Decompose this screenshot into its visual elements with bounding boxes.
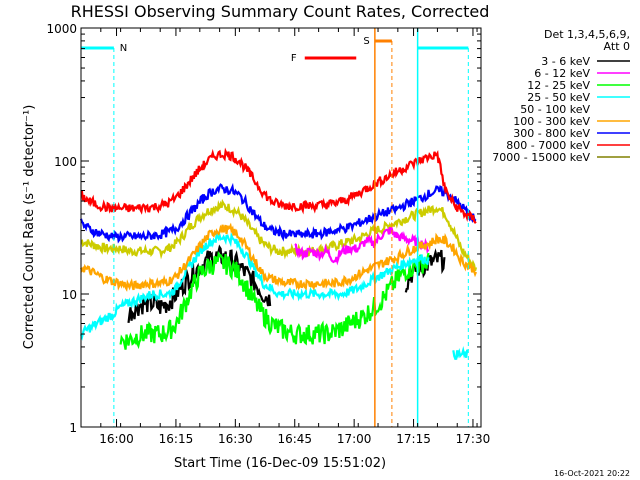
x-tick-label-3: 16:45 [277,432,312,446]
y-axis: 1 10 100 1000 [46,22,481,435]
legend-header-attenuator: Att 0 [604,40,630,53]
legend-label-5: 100 - 300 keV [513,115,590,128]
plot-frame [80,27,482,428]
legend-label-1: 6 - 12 keV [534,67,590,80]
x-axis-label: Start Time (16-Dec-09 15:51:02) [174,456,386,471]
x-axis: 16:00 16:15 16:30 16:45 17:00 17:15 17:30 [80,28,491,446]
series-line-5 [79,222,478,292]
y-tick-label-1: 10 [62,288,77,302]
annotation-markers: N F S [81,28,469,427]
legend-label-8: 7000 - 15000 keV [492,151,590,164]
annotation-label-N: N [120,43,127,54]
x-tick-label-0: 16:00 [99,432,134,446]
legend-label-3: 25 - 50 keV [527,91,590,104]
x-tick-label-6: 17:30 [456,432,491,446]
legend-label-7: 800 - 7000 keV [506,139,590,152]
legend-label-2: 12 - 25 keV [527,79,590,92]
legend-label-0: 3 - 6 keV [541,55,590,68]
legend-header-detectors: Det 1,3,4,5,6,9, [544,28,630,41]
y-tick-label-0: 1 [69,421,77,435]
annotation-label-F: F [291,53,297,64]
plot-area: N F S [79,28,478,427]
x-tick-label-2: 16:30 [218,432,253,446]
y-axis-label: Corrected Count Rate (s⁻¹ detector⁻¹) [22,105,37,350]
chart-title: RHESSI Observing Summary Count Rates, Co… [71,2,490,21]
x-tick-label-1: 16:15 [159,432,194,446]
legend-label-6: 300 - 800 keV [513,127,590,140]
series-line-1 [294,226,430,266]
y-tick-label-3: 1000 [46,22,77,36]
series-line-7 [80,147,477,225]
annotation-label-S: S [363,36,369,47]
series-line-2 [119,250,430,350]
x-tick-label-4: 17:00 [337,432,372,446]
generation-timestamp: 16-Oct-2021 20:22 [554,469,630,478]
legend-label-4: 50 - 100 keV [520,103,590,116]
x-tick-label-5: 17:15 [396,432,431,446]
series-line-6 [79,182,477,244]
y-tick-label-2: 100 [54,155,77,169]
series-line-extra-0 [80,198,478,271]
series-line-3 [79,230,469,360]
